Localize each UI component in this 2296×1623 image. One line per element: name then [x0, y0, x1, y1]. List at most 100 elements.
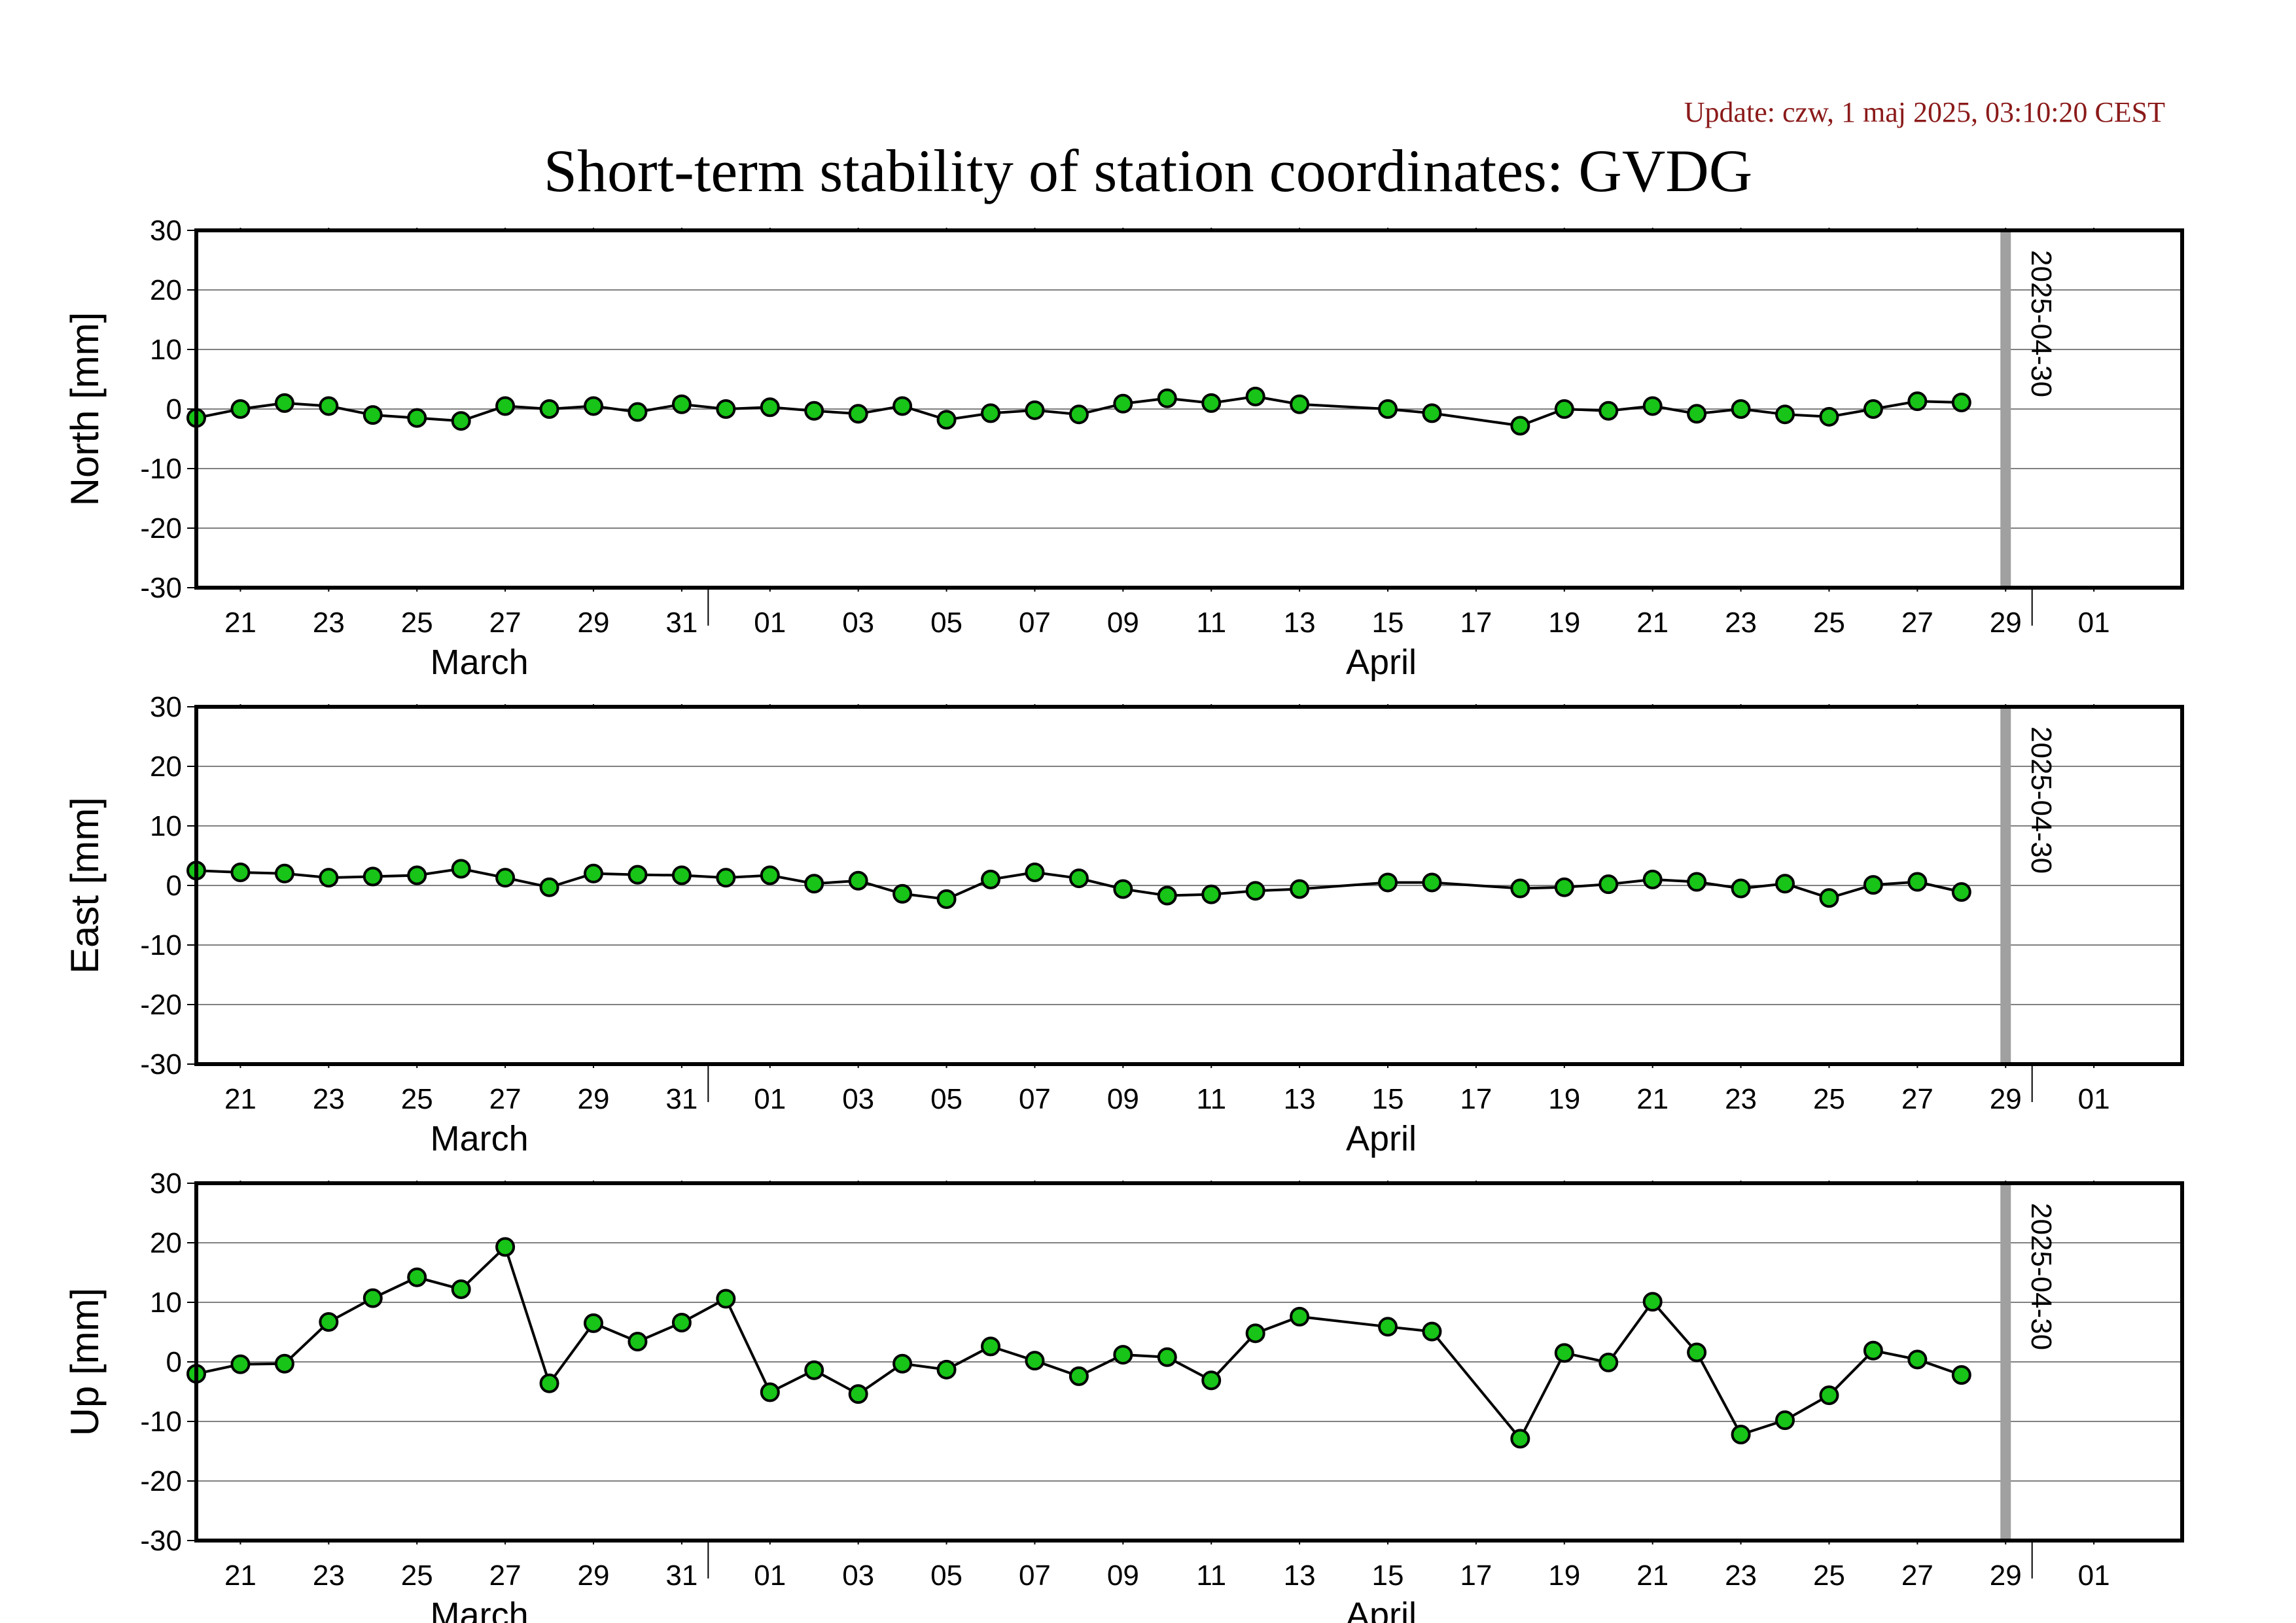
x-tick-label: 05	[930, 607, 963, 639]
data-point	[1290, 879, 1310, 899]
y-tick-label: -20	[140, 512, 182, 544]
data-point	[1731, 1425, 1751, 1445]
y-tick-label: 20	[150, 274, 182, 306]
data-point	[319, 396, 339, 416]
data-point	[981, 1336, 1000, 1357]
x-tick-label: 21	[224, 607, 256, 639]
plot-frame	[194, 705, 2184, 1066]
x-month-label: April	[1346, 643, 1417, 682]
data-point	[892, 883, 913, 904]
y-tick-label: -30	[140, 572, 182, 604]
x-tick-label: 15	[1372, 1083, 1404, 1115]
data-point	[407, 1267, 427, 1287]
data-point	[1642, 1292, 1663, 1312]
x-tick-label: 25	[401, 1560, 433, 1592]
x-tick-label: 05	[930, 1083, 963, 1115]
data-point	[1069, 1366, 1089, 1386]
data-point	[936, 889, 957, 909]
data-point	[760, 1382, 780, 1402]
x-tick-label: 03	[842, 1083, 874, 1115]
data-point	[451, 859, 471, 879]
data-point	[1025, 862, 1045, 882]
x-tick-label: 21	[1636, 607, 1669, 639]
chart-title: Short-term stability of station coordina…	[543, 137, 1753, 204]
data-point	[716, 868, 736, 888]
data-point	[407, 408, 427, 428]
y-axis-label: North [mm]	[63, 312, 107, 507]
data-point	[1775, 404, 1795, 425]
x-month-label: April	[1346, 1119, 1417, 1158]
x-tick-label: 19	[1548, 607, 1580, 639]
x-tick-label: 11	[1196, 1560, 1226, 1592]
x-tick-label: 31	[665, 1083, 698, 1115]
data-point	[1157, 388, 1177, 408]
data-point	[1157, 1347, 1177, 1367]
x-tick-label: 29	[578, 1560, 610, 1592]
x-tick-label: 13	[1284, 1560, 1316, 1592]
data-point	[1775, 1410, 1795, 1431]
x-tick-label: 09	[1107, 607, 1139, 639]
data-point	[274, 393, 294, 413]
data-point	[981, 403, 1000, 423]
data-point	[1819, 406, 1839, 427]
data-point	[1510, 416, 1530, 436]
x-tick-label: 23	[1725, 1083, 1757, 1115]
data-point	[716, 399, 736, 419]
data-point	[804, 874, 824, 894]
data-point	[495, 1237, 516, 1257]
data-point	[1245, 881, 1265, 901]
data-point	[1245, 386, 1265, 406]
data-point	[1378, 872, 1398, 893]
x-tick-label: 27	[1901, 1083, 1934, 1115]
x-tick-label: 27	[489, 1560, 521, 1592]
x-tick-label: 29	[1990, 1083, 2022, 1115]
data-point	[1113, 393, 1133, 414]
data-point	[274, 1353, 294, 1374]
x-tick-label: 15	[1372, 1560, 1404, 1592]
data-point	[1907, 872, 1928, 892]
data-point	[1069, 404, 1089, 425]
x-tick-label: 25	[401, 607, 433, 639]
data-point	[495, 396, 516, 416]
date-marker-label: 2025-04-30	[2025, 250, 2057, 397]
y-tick-label: -30	[140, 1048, 182, 1080]
x-tick-label: 23	[313, 1560, 345, 1592]
data-point	[936, 1359, 957, 1380]
data-point	[1554, 399, 1574, 419]
update-timestamp: Update: czw, 1 maj 2025, 03:10:20 CEST	[1684, 96, 2165, 128]
data-point	[981, 869, 1000, 889]
data-point	[362, 1288, 383, 1308]
x-tick-label: 19	[1548, 1560, 1580, 1592]
x-tick-label: 23	[1725, 607, 1757, 639]
data-point	[451, 1279, 471, 1299]
data-point	[627, 865, 648, 885]
y-tick-label: -10	[140, 929, 182, 961]
y-tick-label: 10	[150, 334, 182, 366]
x-tick-label: 11	[1196, 607, 1226, 639]
x-month-label: March	[431, 1119, 529, 1158]
x-tick-label: 01	[2078, 1560, 2110, 1592]
data-point	[230, 399, 251, 419]
data-point	[274, 863, 294, 883]
x-tick-label: 01	[2078, 607, 2110, 639]
data-point	[1598, 1352, 1619, 1372]
x-tick-label: 15	[1372, 607, 1404, 639]
x-tick-label: 01	[754, 1083, 786, 1115]
data-point	[848, 404, 868, 424]
data-point	[1422, 872, 1442, 893]
data-point	[716, 1289, 736, 1309]
data-point	[584, 1313, 603, 1333]
x-tick-label: 07	[1019, 1083, 1051, 1115]
x-tick-label: 23	[313, 1083, 345, 1115]
x-tick-label: 17	[1460, 607, 1492, 639]
x-tick-label: 29	[1990, 607, 2022, 639]
data-point	[1642, 869, 1663, 889]
x-tick-label: 13	[1284, 1083, 1316, 1115]
data-point	[1863, 399, 1883, 419]
x-tick-label: 21	[224, 1083, 256, 1115]
data-point	[362, 405, 383, 425]
data-point	[584, 863, 603, 883]
x-tick-label: 11	[1196, 1083, 1226, 1115]
data-point	[1201, 1370, 1222, 1391]
